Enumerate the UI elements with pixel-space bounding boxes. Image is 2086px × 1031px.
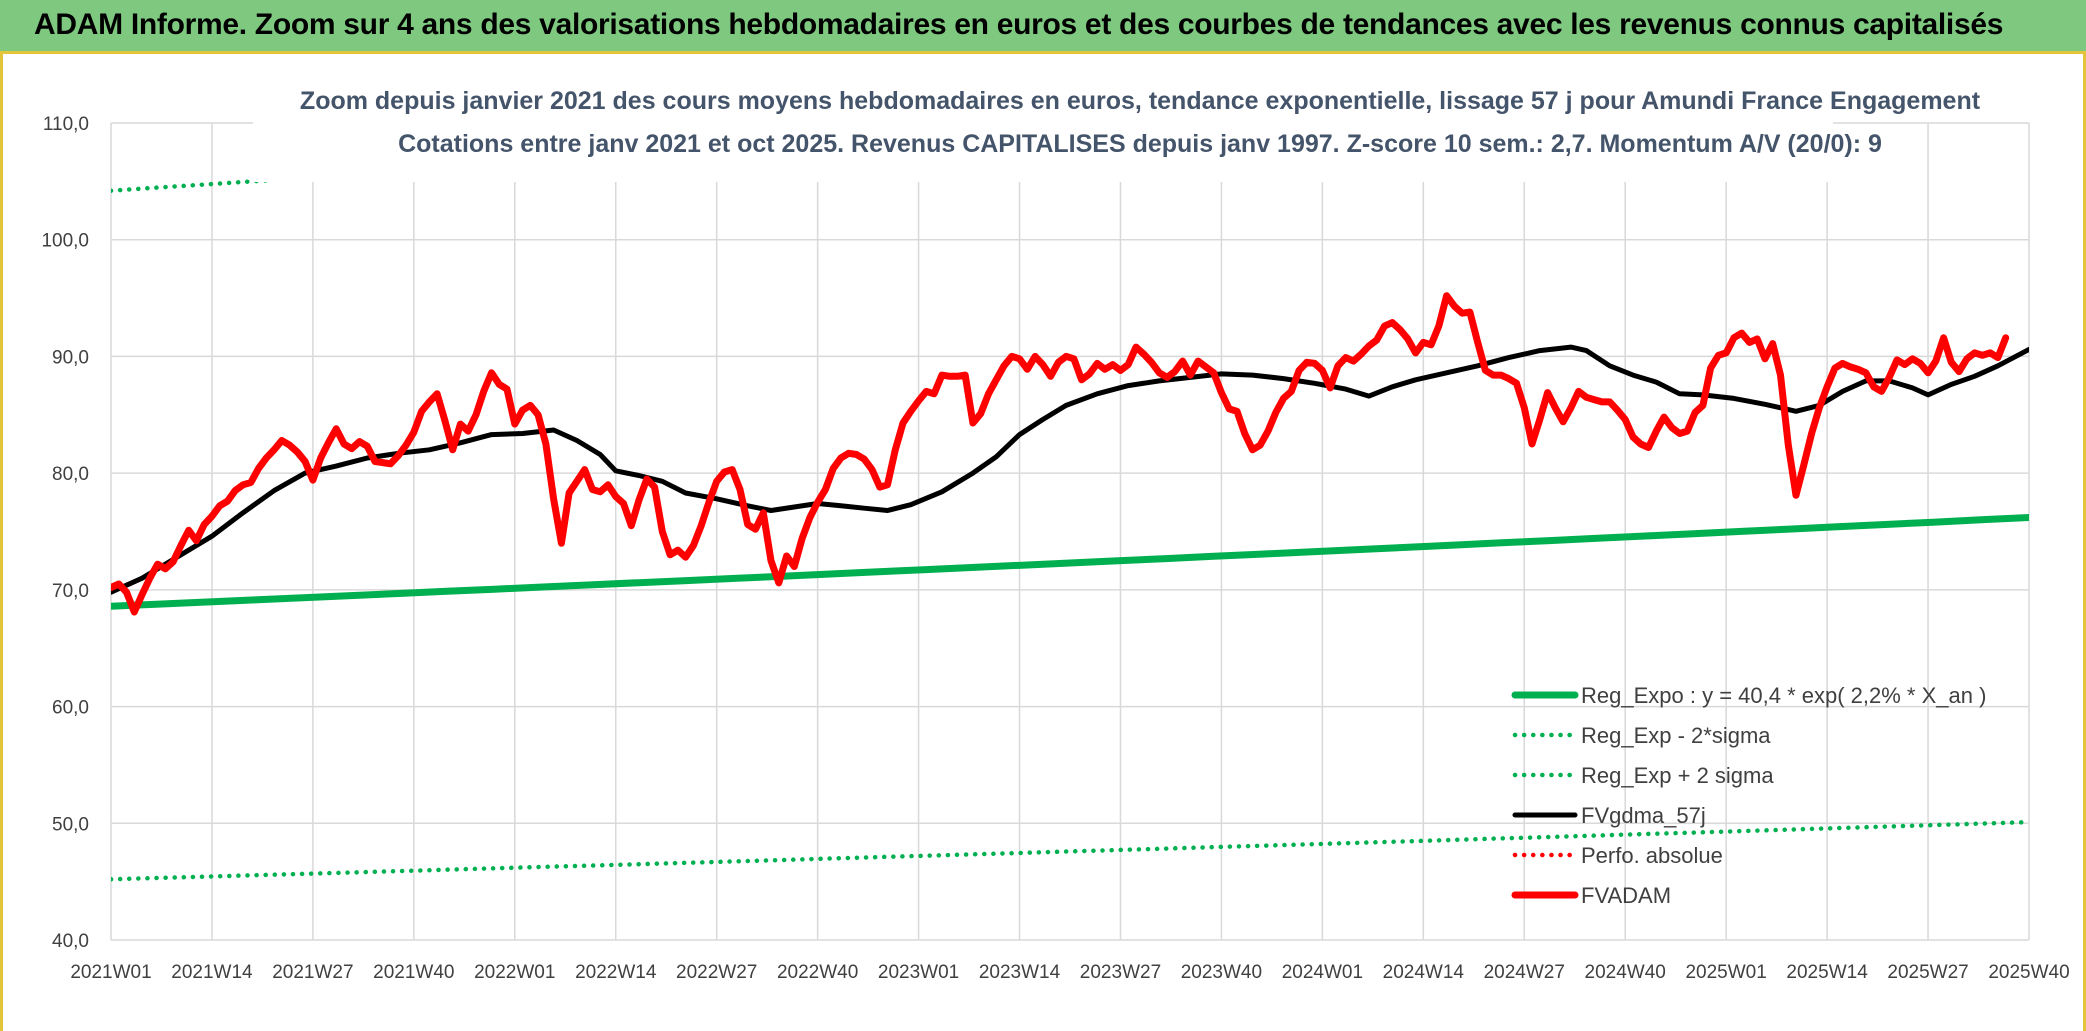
x-tick-label: 2021W27 xyxy=(272,962,353,983)
chart-subtitle: Cotations entre janv 2021 et oct 2025. R… xyxy=(398,130,1882,158)
y-tick-label: 100,0 xyxy=(41,231,89,252)
x-tick-label: 2023W40 xyxy=(1181,962,1262,983)
chart-frame: 40,0 50,0 60,0 70,0 80,0 90,0 100,0 110,0 2021W0… xyxy=(0,54,2086,1031)
fvgdma-57j-line xyxy=(111,344,2029,595)
y-tick-label: 60,0 xyxy=(52,698,89,719)
x-tick-label: 2024W01 xyxy=(1282,962,1363,983)
legend-reg-exp-minus-label: Reg_Exp - 2*sigma xyxy=(1581,723,1771,748)
x-tick-label: 2022W14 xyxy=(575,962,657,983)
x-tick-label: 2025W14 xyxy=(1786,962,1868,983)
y-tick-label: 110,0 xyxy=(43,114,89,135)
y-tick-label: 80,0 xyxy=(52,464,89,485)
legend-reg-exp-plus-label: Reg_Exp + 2 sigma xyxy=(1581,763,1774,788)
fvadam-line xyxy=(111,292,2010,616)
x-tick-label: 2025W40 xyxy=(1988,962,2069,983)
x-tick-label: 2024W14 xyxy=(1383,962,1465,983)
x-tick-label: 2024W40 xyxy=(1585,962,1666,983)
x-tick-label: 2022W01 xyxy=(474,962,555,983)
x-tick-label: 2023W14 xyxy=(979,962,1061,983)
y-tick-label: 70,0 xyxy=(52,581,89,602)
legend-fvadam-label: FVADAM xyxy=(1581,883,1671,908)
chart-svg: 40,0 50,0 60,0 70,0 80,0 90,0 100,0 110,0 2021W0… xyxy=(41,82,2070,983)
reg-expo-line xyxy=(111,514,2029,610)
legend-perfo-absolue-label: Perfo. absolue xyxy=(1581,843,1723,868)
x-tick-label: 2022W40 xyxy=(777,962,858,983)
x-tick-label: 2021W40 xyxy=(373,962,454,983)
x-tick-label: 2025W01 xyxy=(1685,962,1766,983)
x-tick-label: 2021W14 xyxy=(171,962,253,983)
x-tick-label: 2024W27 xyxy=(1484,962,1565,983)
header-banner: ADAM Informe. Zoom sur 4 ans des valoris… xyxy=(0,0,2086,54)
y-tick-label: 50,0 xyxy=(52,814,89,835)
x-tick-label: 2021W01 xyxy=(70,962,151,983)
y-tick-label: 40,0 xyxy=(52,931,89,952)
chart-title: Zoom depuis janvier 2021 des cours moyen… xyxy=(300,87,1981,115)
page-title: ADAM Informe. Zoom sur 4 ans des valoris… xyxy=(34,8,2004,41)
x-tick-label: 2023W01 xyxy=(878,962,959,983)
y-tick-label: 90,0 xyxy=(52,347,89,368)
x-tick-label: 2022W27 xyxy=(676,962,757,983)
reg-exp-minus-2sigma-line xyxy=(111,819,2029,882)
x-tick-label: 2023W27 xyxy=(1080,962,1161,983)
title-background xyxy=(253,82,1833,182)
legend-reg-expo-label: Reg_Expo : y = 40,4 * exp( 2,2% * X_an ) xyxy=(1581,683,1986,708)
x-tick-label: 2025W27 xyxy=(1887,962,1968,983)
legend-fvgdma-label: FVgdma_57j xyxy=(1581,803,1706,828)
